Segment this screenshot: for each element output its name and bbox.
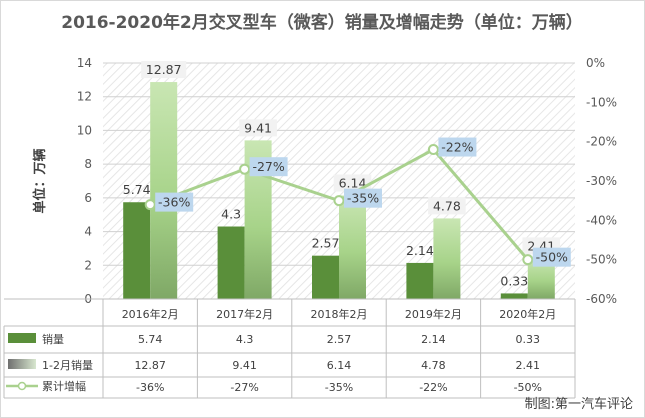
- growth-label: -27%: [252, 159, 284, 174]
- growth-label: -35%: [347, 191, 379, 206]
- bar-cumulative-label-bg: [239, 119, 277, 137]
- bar-cumulative-sales: [339, 195, 366, 299]
- bar-cumulative-label: 9.41: [244, 120, 272, 135]
- legend-label-sales: 销量: [42, 332, 64, 346]
- table-cell-sales: 0.33: [516, 333, 541, 346]
- growth-label-bg: [249, 157, 288, 177]
- growth-label: -36%: [158, 195, 190, 210]
- growth-label: -50%: [536, 250, 568, 265]
- y2-tick-label: -40%: [586, 213, 617, 227]
- bar-sales: [123, 202, 151, 299]
- bar-cumulative-label-bg: [141, 61, 187, 79]
- bar-sales: [217, 226, 245, 299]
- growth-point: [333, 195, 345, 207]
- bar-sales: [312, 255, 339, 299]
- bar-cumulative-label: 12.87: [146, 62, 182, 77]
- table-cell-cumulative: 2.41: [516, 359, 541, 372]
- right-axis-ticks: 0% -10% -20% -30% -40% -50% -60%: [586, 56, 617, 306]
- table-cell-sales: 4.3: [236, 333, 254, 346]
- category-label: 2017年2月: [216, 307, 273, 321]
- table-cell-growth: -35%: [325, 381, 353, 394]
- bar-sales-label: 5.74: [123, 182, 151, 197]
- y-tick-label: 6: [84, 191, 92, 205]
- table-cell-growth: -22%: [419, 381, 447, 394]
- growth-label-bg: [438, 137, 477, 157]
- y-tick-label: 10: [77, 123, 92, 137]
- category-label: 2018年2月: [311, 307, 368, 321]
- growth-point: [427, 144, 439, 156]
- growth-point: [522, 254, 534, 266]
- y2-tick-label: -20%: [586, 135, 617, 149]
- bar-sales-label: 2.57: [312, 236, 340, 251]
- y2-tick-label: -60%: [586, 292, 617, 306]
- table-cell-sales: 5.74: [138, 333, 163, 346]
- y2-tick-label: 0%: [586, 56, 605, 70]
- bar-sales-label: 4.3: [221, 207, 241, 222]
- line-series: -36% -27% -35% -22% -50%: [144, 137, 571, 267]
- bar-sales: [406, 262, 434, 299]
- table-cell-cumulative: 6.14: [327, 359, 352, 372]
- table-cell-sales: 2.57: [327, 333, 352, 346]
- bar-cumulative-sales: [150, 82, 178, 299]
- legend-swatch-cumulative: [8, 359, 36, 369]
- category-label: 2019年2月: [405, 307, 462, 321]
- growth-label-bg: [155, 192, 194, 212]
- y-tick-label: 14: [77, 56, 92, 70]
- y-tick-label: 8: [84, 157, 92, 171]
- chart-title: 2016-2020年2月交叉型车（微客）销量及增幅走势（单位：万辆）: [61, 12, 583, 33]
- legend-label-cumulative: 1-2月销量: [42, 358, 93, 372]
- legend-swatch-growth-marker: [17, 381, 27, 391]
- growth-label-bg: [532, 247, 571, 267]
- y-axis-label: 单位：万辆: [32, 148, 48, 213]
- bar-cumulative-label: 4.78: [433, 198, 461, 213]
- table-cell-cumulative: 9.41: [232, 359, 257, 372]
- table-cell-cumulative: 4.78: [421, 359, 446, 372]
- bar-sales: [500, 293, 528, 299]
- credit-text: 制图:第一汽车评论: [525, 396, 633, 412]
- bar-cumulative-sales: [433, 218, 461, 299]
- bar-sales-label: 0.33: [500, 273, 528, 288]
- table-cell-cumulative: 12.87: [134, 359, 166, 372]
- y2-tick-label: -50%: [586, 253, 617, 267]
- table-cell-growth: -50%: [514, 381, 542, 394]
- bar-cumulative-label: 6.14: [339, 175, 367, 190]
- category-label: 2020年2月: [499, 307, 556, 321]
- growth-label: -22%: [441, 140, 473, 155]
- y-tick-label: 12: [77, 90, 92, 104]
- table-cell-sales: 2.14: [421, 333, 446, 346]
- y2-tick-label: -10%: [586, 95, 617, 109]
- growth-point: [144, 199, 156, 211]
- growth-point: [239, 163, 251, 175]
- bar-cumulative-label-bg: [428, 197, 466, 215]
- y-tick-label: 2: [84, 258, 92, 272]
- growth-label-bg: [344, 188, 382, 208]
- y2-tick-label: -30%: [586, 174, 617, 188]
- y-tick-label: 4: [84, 225, 92, 239]
- legend-swatch-sales: [8, 333, 36, 343]
- category-label: 2016年2月: [122, 307, 179, 321]
- table-cell-growth: -36%: [136, 381, 164, 394]
- table-cell-growth: -27%: [230, 381, 258, 394]
- bar-sales-label: 2.14: [406, 243, 434, 258]
- legend-label-growth: 累计增幅: [42, 379, 86, 393]
